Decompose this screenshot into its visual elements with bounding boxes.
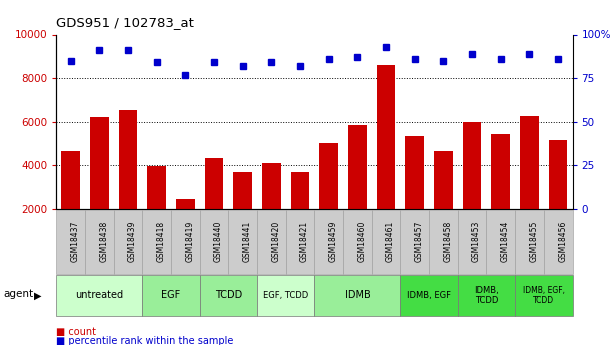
Bar [147,166,166,209]
Bar [491,134,510,209]
Text: ■ percentile rank within the sample: ■ percentile rank within the sample [56,336,233,345]
Text: untreated: untreated [75,290,123,300]
Text: GSM18461: GSM18461 [386,220,395,262]
Bar [262,163,280,209]
Text: GSM18420: GSM18420 [271,220,280,262]
Bar [377,65,395,209]
Bar [434,151,453,209]
Text: ▶: ▶ [34,290,41,300]
Text: GSM18419: GSM18419 [185,220,194,262]
Text: GSM18459: GSM18459 [329,220,338,262]
Text: IDMB: IDMB [345,290,370,300]
Bar [406,136,424,209]
Bar [463,122,481,209]
Text: GSM18455: GSM18455 [530,220,538,262]
Text: GSM18439: GSM18439 [128,220,137,262]
Text: IDMB, EGF,
TCDD: IDMB, EGF, TCDD [523,286,565,305]
Text: IDMB, EGF: IDMB, EGF [407,291,451,300]
Text: GSM18418: GSM18418 [156,220,166,262]
Text: GSM18421: GSM18421 [300,220,309,262]
Text: GSM18437: GSM18437 [70,220,79,262]
Text: GSM18458: GSM18458 [444,220,452,262]
Text: TCDD: TCDD [214,290,242,300]
Text: agent: agent [3,289,33,298]
Text: GSM18453: GSM18453 [472,220,481,262]
Bar [320,144,338,209]
Text: GSM18460: GSM18460 [357,220,367,262]
Text: GSM18440: GSM18440 [214,220,223,262]
Text: GSM18441: GSM18441 [243,220,252,262]
Text: ■ count: ■ count [56,327,96,337]
Bar [520,116,539,209]
Bar [348,125,367,209]
Text: GSM18438: GSM18438 [99,220,108,262]
Text: GSM18457: GSM18457 [415,220,424,262]
Text: GSM18456: GSM18456 [558,220,567,262]
Text: GSM18454: GSM18454 [501,220,510,262]
Text: IDMB,
TCDD: IDMB, TCDD [474,286,499,305]
Bar [90,117,109,209]
Text: GDS951 / 102783_at: GDS951 / 102783_at [56,16,194,29]
Bar [176,199,195,209]
Bar [119,110,137,209]
Bar [549,140,568,209]
Text: EGF, TCDD: EGF, TCDD [263,291,309,300]
Bar [205,158,223,209]
Bar [291,172,309,209]
Text: EGF: EGF [161,290,181,300]
Bar [233,172,252,209]
Bar [61,151,80,209]
